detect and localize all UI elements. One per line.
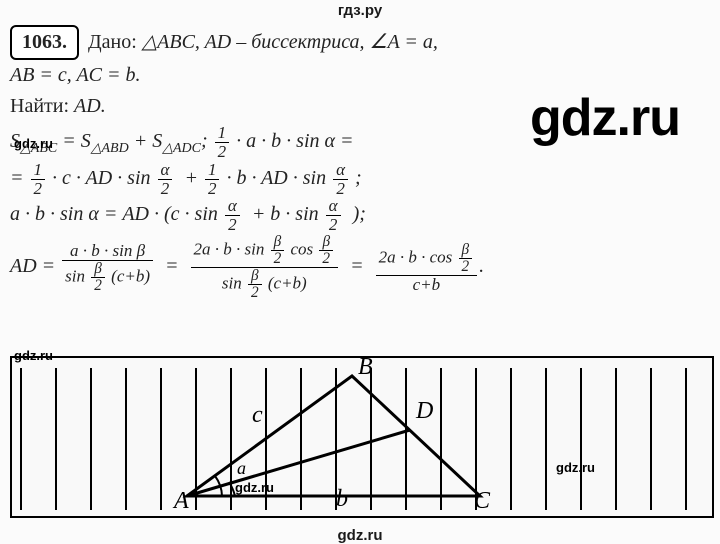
equation-3: a · b · sin α = AD · (c · sin α2 + b · s… xyxy=(10,197,710,234)
problem-content: 1063. Дано: △ABC, AD – биссектриса, ∠A =… xyxy=(10,25,710,301)
equation-4: AD = a · b · sin β sin β2 (c+b) = 2a · b… xyxy=(10,234,710,301)
grid-line xyxy=(160,368,162,510)
given-line-2: AB = c, AC = b. xyxy=(10,60,710,91)
grid-line xyxy=(230,368,232,510)
problem-number-box: 1063. xyxy=(10,25,79,60)
given-text-1: △ABC, AD – биссектриса, ∠A = a, xyxy=(142,31,438,53)
small-watermark: gdz.ru xyxy=(556,460,595,475)
grid-line xyxy=(650,368,652,510)
ab-sina: a · b · sin α xyxy=(246,130,335,152)
grid-line xyxy=(405,368,407,510)
page-header: гдз.ру xyxy=(0,0,720,19)
grid-line xyxy=(335,368,337,510)
vertex-A: A xyxy=(174,488,189,515)
find-label: Найти: xyxy=(10,95,69,117)
angle-a: a xyxy=(237,458,246,479)
grid-line xyxy=(370,368,372,510)
sub-abd: △ABD xyxy=(91,141,129,156)
grid-line xyxy=(20,368,22,510)
triangle-diagram xyxy=(12,358,712,516)
small-watermark: gdz.ru xyxy=(14,348,53,363)
grid-line xyxy=(615,368,617,510)
equation-2: = 12 · c · AD · sin α2 + 12 · b · AD · s… xyxy=(10,161,710,198)
small-watermark: gdz.ru xyxy=(14,136,53,151)
side-c: c xyxy=(252,402,263,429)
grid-line xyxy=(475,368,477,510)
vertex-D: D xyxy=(416,398,433,425)
grid-line xyxy=(55,368,57,510)
sub-adc: △ADC xyxy=(162,141,201,156)
figure-panel: A B C D c b a xyxy=(10,356,714,518)
grid-line xyxy=(300,368,302,510)
given-label: Дано: xyxy=(88,31,137,53)
grid-line xyxy=(510,368,512,510)
grid-line xyxy=(440,368,442,510)
grid-line xyxy=(90,368,92,510)
small-watermark: gdz.ru xyxy=(235,480,274,495)
grid-line xyxy=(195,368,197,510)
grid-line xyxy=(580,368,582,510)
given-line-1: 1063. Дано: △ABC, AD – биссектриса, ∠A =… xyxy=(10,25,710,60)
big-watermark: gdz.ru xyxy=(530,88,680,148)
side-b: b xyxy=(336,486,348,513)
grid-line xyxy=(685,368,687,510)
grid-line xyxy=(125,368,127,510)
grid-line xyxy=(545,368,547,510)
find-value: AD. xyxy=(74,95,106,117)
page-footer: gdz.ru xyxy=(0,527,720,544)
